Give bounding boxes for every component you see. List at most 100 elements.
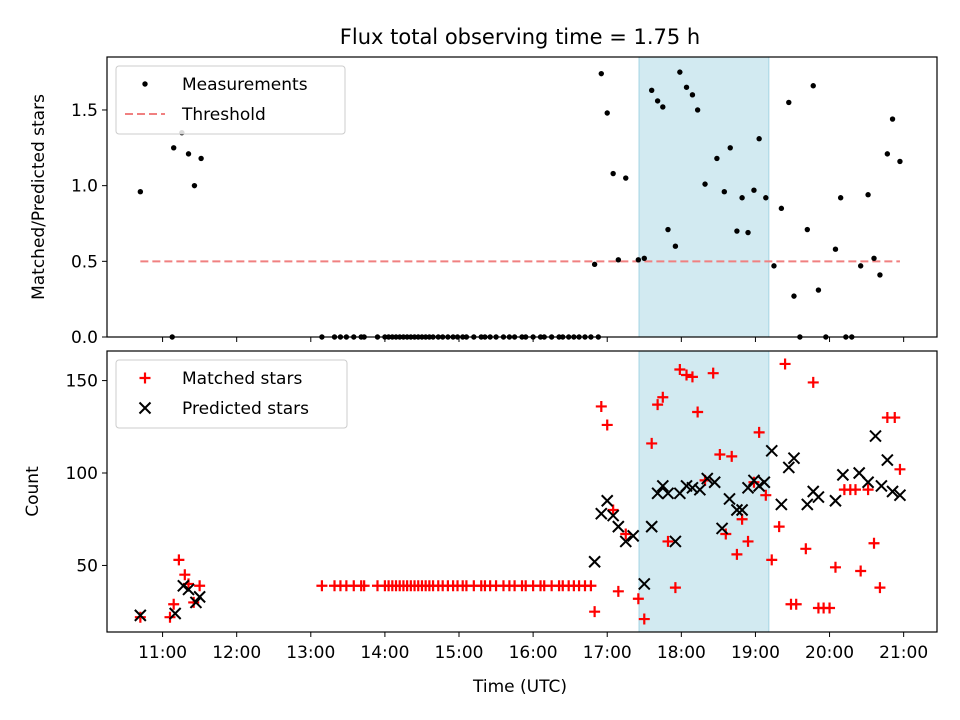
predicted-star-point [189, 596, 203, 609]
measurement-point [623, 175, 629, 181]
measurement-point [727, 145, 733, 151]
matched-star-point [824, 602, 836, 614]
matched-star-point [726, 450, 738, 462]
predicted-star-point [893, 488, 907, 502]
predicted-star-point [869, 429, 882, 443]
measurement-point [714, 155, 720, 162]
matched-star-point [646, 437, 658, 449]
measurement-point [604, 110, 610, 116]
predicted-star-point [656, 479, 670, 493]
measurement-point [721, 189, 728, 195]
measurement-point [654, 98, 661, 104]
legend-matched-marker [139, 372, 151, 384]
matched-star-point [585, 580, 597, 592]
predicted-star-point [701, 472, 714, 485]
legend-predicted-marker [138, 401, 152, 415]
matched-star-point [179, 569, 191, 581]
measurement-point [739, 195, 745, 201]
x-tick-label: 19:00 [731, 643, 780, 663]
count-axes-frame [106, 350, 938, 633]
x-tick-label: 18:00 [657, 643, 706, 663]
measurement-point [615, 257, 622, 263]
predicted-star-point [645, 520, 658, 533]
matched-star-point [800, 543, 812, 555]
measurement-point [672, 243, 679, 249]
matched-star-point [720, 528, 732, 540]
measurement-point [734, 228, 740, 234]
measurement-point [897, 158, 903, 165]
predicted-star-point [715, 522, 729, 535]
measurement-point [591, 261, 598, 268]
predicted-star-point [758, 476, 771, 489]
matched-star-point [731, 548, 743, 560]
matched-star-point [188, 596, 200, 608]
x-tick-label: 11:00 [138, 643, 187, 663]
measurement-point [610, 170, 616, 177]
matched-star-point [686, 371, 698, 383]
predicted-star-point [193, 590, 206, 604]
matched-star-point [316, 580, 328, 592]
matched-star-point [681, 369, 693, 381]
y-tick-label: 150 [66, 372, 98, 392]
ratio-legend-box [115, 65, 346, 135]
predicted-star-point [661, 487, 675, 500]
matched-star-point [652, 399, 664, 411]
measurement-point [598, 70, 604, 77]
predicted-star-point [595, 507, 608, 520]
measurement-point [648, 87, 655, 93]
measurement-point [791, 293, 797, 299]
x-tick-label: 13:00 [286, 643, 335, 663]
y-tick-label: 100 [66, 464, 98, 484]
matched-star-point [173, 554, 185, 566]
matched-star-point [662, 535, 674, 547]
matched-star-point [894, 463, 906, 475]
predicted-star-point [626, 529, 640, 543]
predicted-star-point [651, 487, 664, 500]
predicted-star-point [612, 520, 625, 533]
predicted-star-point [787, 452, 801, 465]
matched-star-point [358, 580, 370, 592]
matched-star-point [862, 484, 874, 496]
predicted-star-point [752, 479, 766, 493]
matched-star-point [714, 449, 726, 461]
measurement-point [641, 255, 647, 261]
measurement-point [778, 205, 785, 212]
matched-star-point [829, 561, 841, 573]
measurement-point [694, 107, 701, 113]
measurement-point [635, 257, 642, 263]
predicted-star-point [765, 444, 778, 458]
predicted-star-point [601, 494, 614, 507]
matched-star-point [134, 611, 146, 623]
ratio-y-axis-label: Matched/Predicted stars [29, 94, 49, 300]
predicted-star-point [886, 485, 899, 498]
matched-star-point [753, 426, 765, 438]
predicted-star-point [812, 490, 825, 504]
predicted-star-point [881, 453, 894, 467]
y-tick-label: 50 [76, 556, 98, 576]
x-tick-label: 20:00 [805, 643, 854, 663]
predicted-star-point [168, 607, 182, 620]
matched-star-point [601, 419, 613, 431]
matched-star-point [164, 611, 176, 623]
matched-star-point [849, 484, 861, 496]
measurement-point [185, 151, 192, 157]
matched-star-point [669, 582, 681, 594]
x-tick-label: 16:00 [509, 643, 558, 663]
predicted-star-point [775, 498, 788, 511]
predicted-star-point [730, 503, 744, 517]
measurement-point [689, 92, 696, 98]
predicted-star-point [588, 555, 601, 568]
matched-star-point [168, 598, 180, 610]
matched-star-point [674, 363, 686, 375]
matched-star-point [790, 598, 802, 610]
measurement-point [884, 151, 891, 157]
predicted-star-point [708, 476, 721, 489]
x-tick-label: 15:00 [435, 643, 484, 663]
measurement-point [702, 181, 708, 187]
ratio-axes-frame [106, 56, 938, 338]
predicted-star-point [606, 509, 620, 522]
ratio-panel: 0.0 0.5 1.0 1.5 Matched/Predicted stars Measu… [29, 56, 938, 348]
measurement-point [857, 263, 864, 269]
predicted-star-point [134, 609, 147, 622]
matched-star-point [612, 585, 624, 597]
